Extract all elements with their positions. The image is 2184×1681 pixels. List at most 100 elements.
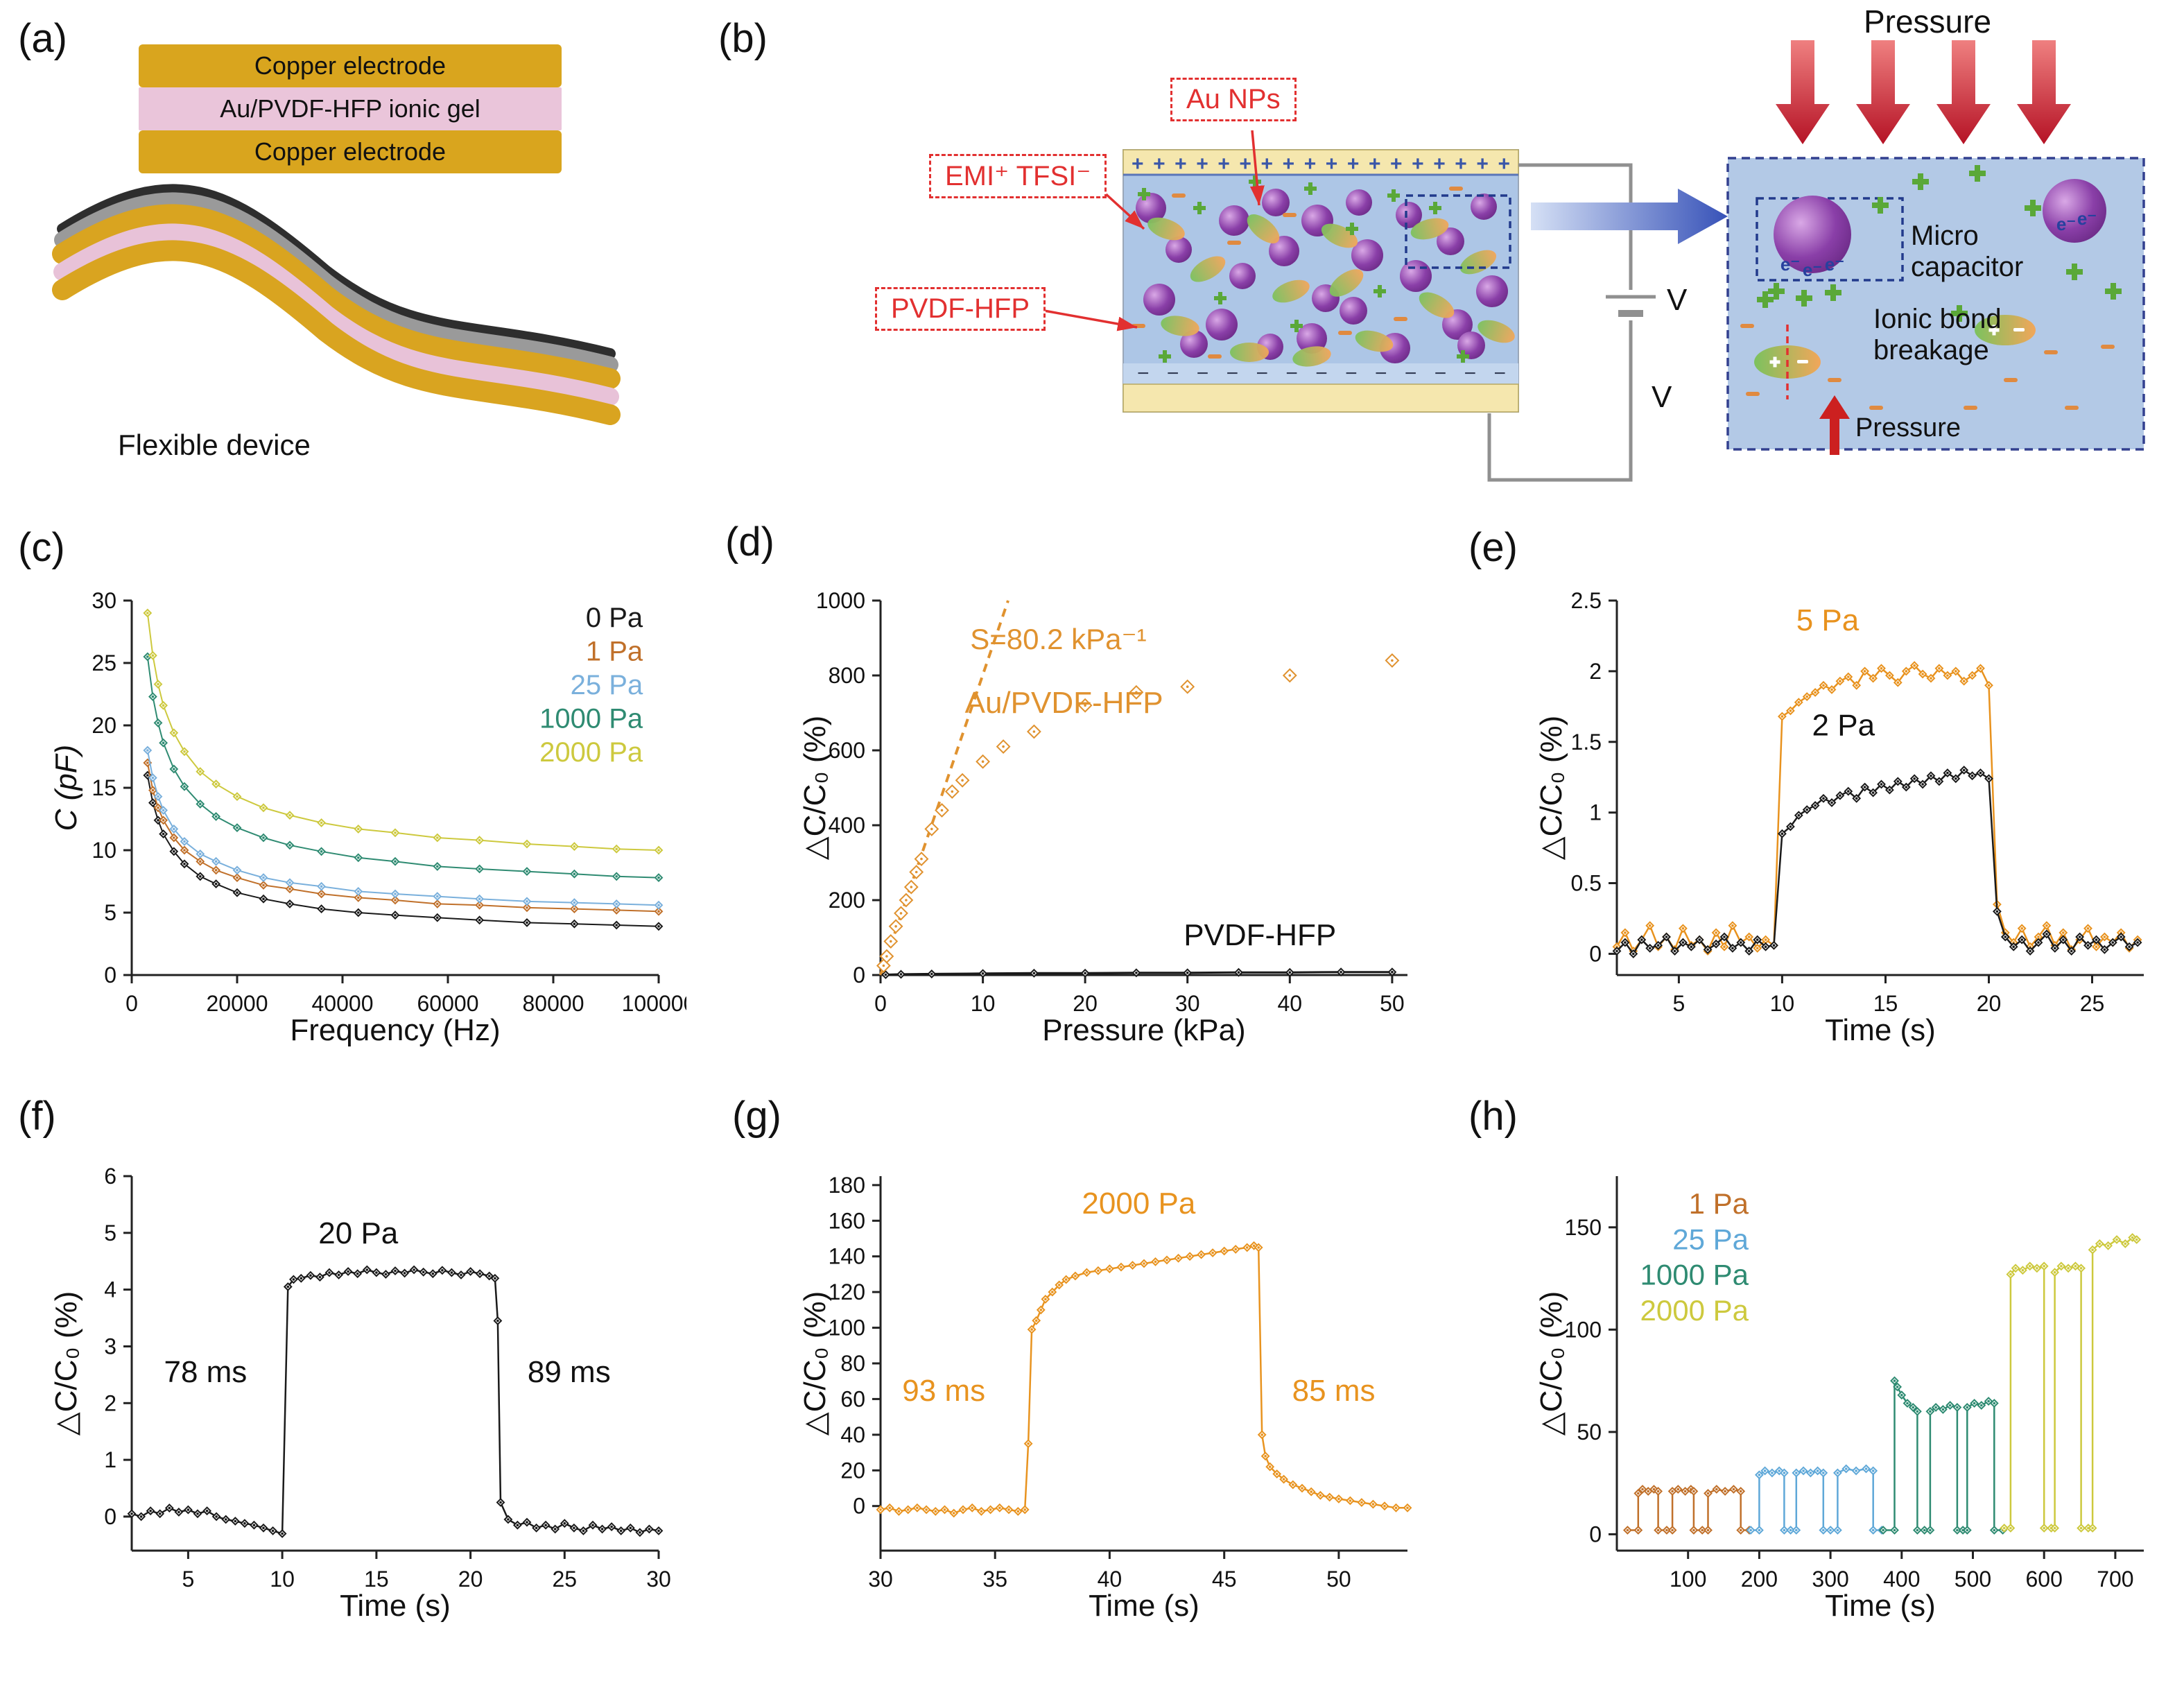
svg-text:40: 40 xyxy=(1098,1567,1123,1592)
svg-text:△C/C₀ (%): △C/C₀ (%) xyxy=(798,716,832,861)
svg-text:5: 5 xyxy=(104,900,116,925)
svg-text:2.5: 2.5 xyxy=(1571,588,1602,613)
svg-text:25: 25 xyxy=(553,1567,578,1592)
svg-text:80000: 80000 xyxy=(523,991,584,1016)
svg-text:Time (s): Time (s) xyxy=(1089,1589,1199,1623)
layer-copper-bottom: Copper electrode xyxy=(139,130,562,173)
svg-text:100: 100 xyxy=(1670,1567,1706,1592)
svg-text:S=80.2 kPa⁻¹: S=80.2 kPa⁻¹ xyxy=(970,623,1146,655)
label-pressure-bottom: Pressure xyxy=(1855,413,1961,442)
svg-text:5 Pa: 5 Pa xyxy=(1796,603,1860,637)
svg-text:Time (s): Time (s) xyxy=(1825,1013,1936,1047)
layer-copper-top: Copper electrode xyxy=(139,44,562,87)
svg-text:5: 5 xyxy=(182,1567,195,1592)
svg-text:0.5: 0.5 xyxy=(1571,871,1602,896)
svg-text:1000 Pa: 1000 Pa xyxy=(539,704,643,734)
circuit xyxy=(1487,163,1656,482)
svg-text:40: 40 xyxy=(840,1422,865,1447)
svg-text:0: 0 xyxy=(125,991,138,1016)
negative-charge-row: − − − − − − − − − − − − − xyxy=(1137,362,1506,385)
chart-f-svg: 5 10 15 20 25 30 0 1 2 3 4 5 6 Time (s) △C/C₀ (%) 20 Pa… xyxy=(49,1164,671,1623)
magnified-view-box: e⁻ e⁻ e⁻e⁻ e⁻ xyxy=(1726,157,2145,455)
panel-label-b: (b) xyxy=(718,16,768,61)
zoom-arrow xyxy=(1531,189,1728,244)
svg-text:20: 20 xyxy=(92,713,116,738)
svg-text:Au/PVDF-HFP: Au/PVDF-HFP xyxy=(965,686,1163,720)
label-pvdf-hfp: PVDF-HFP xyxy=(875,287,1046,331)
chart-20pa-response-time: 5 10 15 20 25 30 0 1 2 3 4 5 6 Time (s) △C/C₀ (%) 20 Pa… xyxy=(49,1148,686,1634)
svg-text:△C/C₀ (%): △C/C₀ (%) xyxy=(1534,1291,1568,1436)
svg-text:△C/C₀ (%): △C/C₀ (%) xyxy=(798,1291,832,1436)
svg-text:30: 30 xyxy=(646,1567,671,1592)
panel-label-d: (d) xyxy=(725,519,774,564)
svg-text:e⁻: e⁻ xyxy=(2056,214,2076,234)
pressure-arrows xyxy=(1776,40,2071,144)
svg-text:600: 600 xyxy=(2026,1567,2063,1592)
svg-text:e⁻: e⁻ xyxy=(1803,259,1822,280)
svg-text:Pressure (kPa): Pressure (kPa) xyxy=(1042,1013,1245,1047)
svg-text:4: 4 xyxy=(104,1277,116,1302)
panel-label-e: (e) xyxy=(1468,525,1518,570)
svg-text:45: 45 xyxy=(1212,1567,1237,1592)
svg-text:1.5: 1.5 xyxy=(1571,730,1602,755)
label-au-nps: Au NPs xyxy=(1170,78,1297,121)
svg-text:20000: 20000 xyxy=(207,991,268,1016)
svg-text:200: 200 xyxy=(829,888,865,913)
panel-label-f: (f) xyxy=(18,1094,56,1139)
panel-label-a: (a) xyxy=(18,16,67,61)
svg-text:1000 Pa: 1000 Pa xyxy=(1640,1259,1749,1291)
svg-text:2 Pa: 2 Pa xyxy=(1812,708,1875,742)
chart-h-svg: 100 200 300 400 500 600 700 0 50 100 150 Time (s) △C… xyxy=(1534,1176,2144,1623)
svg-text:20: 20 xyxy=(1977,991,2002,1016)
svg-text:15: 15 xyxy=(92,775,116,800)
panel-label-h: (h) xyxy=(1468,1094,1518,1139)
svg-text:2: 2 xyxy=(104,1390,116,1415)
svg-text:2000 Pa: 2000 Pa xyxy=(1640,1294,1749,1327)
svg-text:1000: 1000 xyxy=(816,588,865,613)
device-layer-stack: Copper electrode Au/PVDF-HFP ionic gel C… xyxy=(139,44,562,173)
svg-text:180: 180 xyxy=(829,1173,865,1198)
svg-text:e⁻: e⁻ xyxy=(1780,254,1800,275)
svg-text:700: 700 xyxy=(2097,1567,2133,1592)
svg-text:Time (s): Time (s) xyxy=(340,1589,451,1623)
svg-text:400: 400 xyxy=(1883,1567,1920,1592)
svg-text:30: 30 xyxy=(92,588,116,613)
chart-low-pressure-response: 5 10 15 20 25 0 0.5 1 1.5 2 2.5 Time (s) △C/C₀ (%) 5 … xyxy=(1534,573,2172,1058)
svg-text:0: 0 xyxy=(853,963,865,988)
svg-text:0: 0 xyxy=(104,963,116,988)
svg-text:25: 25 xyxy=(2080,991,2105,1016)
label-pressure-top: Pressure xyxy=(1863,3,1992,40)
svg-text:e⁻: e⁻ xyxy=(2077,208,2097,229)
svg-text:30: 30 xyxy=(1175,991,1200,1016)
svg-text:50: 50 xyxy=(1380,991,1405,1016)
svg-text:300: 300 xyxy=(1812,1567,1848,1592)
layer-ionic-gel: Au/PVDF-HFP ionic gel xyxy=(139,87,562,130)
svg-text:800: 800 xyxy=(829,663,865,688)
svg-text:1 Pa: 1 Pa xyxy=(586,636,643,666)
svg-text:5: 5 xyxy=(1673,991,1685,1016)
svg-text:15: 15 xyxy=(364,1567,389,1592)
svg-text:100: 100 xyxy=(829,1316,865,1341)
svg-text:93 ms: 93 ms xyxy=(902,1374,985,1408)
svg-text:△C/C₀ (%): △C/C₀ (%) xyxy=(1534,716,1568,861)
chart-g-svg: 30 35 40 45 50 0 20 40 60 80 100 120 140 160 180 Time (… xyxy=(798,1173,1412,1623)
svg-text:50: 50 xyxy=(1577,1420,1602,1445)
device-cross-section: + + + + + + + + + + + + + + + + + + − − … xyxy=(1123,149,1519,413)
svg-text:60: 60 xyxy=(840,1386,865,1411)
svg-text:1 Pa: 1 Pa xyxy=(1689,1187,1749,1220)
magnified-decorations: e⁻ e⁻ e⁻e⁻ e⁻ xyxy=(1740,165,2122,410)
svg-text:0: 0 xyxy=(874,991,887,1016)
svg-text:15: 15 xyxy=(1873,991,1898,1016)
svg-text:60000: 60000 xyxy=(417,991,479,1016)
chart-2000pa-response-time: 30 35 40 45 50 0 20 40 60 80 100 120 140 160 180 Time (… xyxy=(797,1148,1435,1634)
au-nanoparticles xyxy=(1136,189,1508,363)
svg-text:10: 10 xyxy=(1770,991,1795,1016)
svg-text:20: 20 xyxy=(1073,991,1098,1016)
svg-text:0: 0 xyxy=(1589,1521,1602,1546)
panel-label-g: (g) xyxy=(732,1094,781,1139)
au-nanoparticle-large xyxy=(1774,196,1851,273)
svg-text:1: 1 xyxy=(104,1447,116,1472)
svg-text:e⁻: e⁻ xyxy=(1825,254,1844,275)
svg-text:25 Pa: 25 Pa xyxy=(571,670,643,700)
